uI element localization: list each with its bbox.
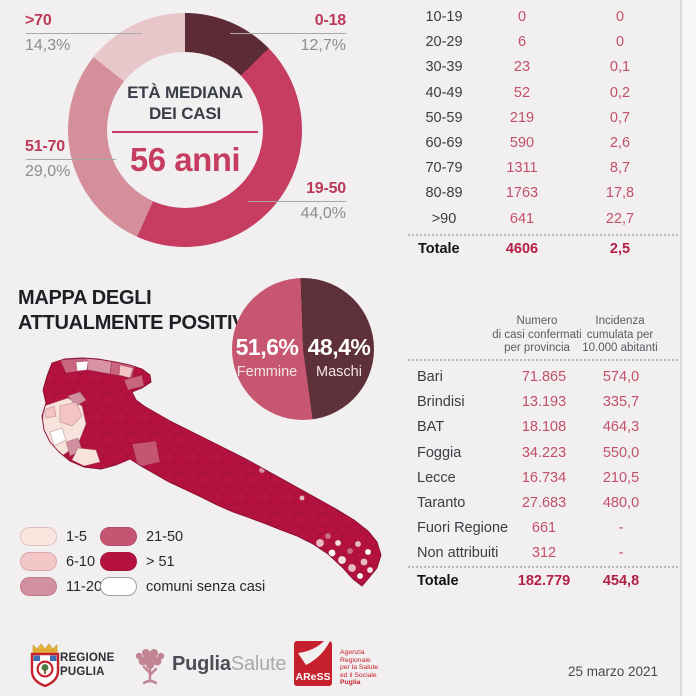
legend-swatch [20,527,57,546]
leader-line-19-50 [248,201,346,202]
gender-label-maschi: Maschi [316,364,362,380]
age-table-row: 40-49 52 0,2 [425,84,631,101]
donut-label-0-18: 0-18 [314,12,346,29]
gender-pct-femmine: 51,6% [235,334,299,360]
aress-logo-text: Agenzia Regionale per la Salute ed il So… [340,649,379,687]
puglia-map-svg [41,357,382,587]
map-legend: 1-5 6-10 11-20 21-50 > 51 comuni senza c… [20,524,265,599]
page-edge-strip [682,0,696,696]
donut-label-19-50: 19-50 [306,180,346,197]
donut-pct-51-70: 29,0% [25,163,71,180]
donut-label-51-70: 51-70 [25,138,65,155]
province-header-incidence: Incidenza cumulata per 10.000 abitanti [582,315,658,354]
legend-swatch [20,552,57,571]
age-table-row: 10-19 0 0 [425,9,625,25]
legend-item: > 51 [100,549,265,574]
province-header-separator [408,359,678,361]
age-table-separator [408,234,678,236]
gender-label-femmine: Femmine [236,364,298,380]
province-row: Bari 71.865 574,0 [417,369,640,385]
regione-puglia-logo-text: REGIONE PUGLIA [60,652,115,678]
province-row: Fuori Regione 661 - [417,520,624,537]
svg-text:AReSS: AReSS [295,671,330,683]
age-table-row: 30-39 23 0,1 [425,59,631,76]
donut-pct-19-50: 44,0% [300,205,346,222]
donut-label-over70: >70 [25,12,52,29]
province-table: Numero di casi confermati per provincia … [408,310,678,596]
age-donut-center: ETÀ MEDIANA DEI CASI 56 anni [107,52,263,208]
puglia-salute-logo-text: PugliaSalute [172,653,287,675]
province-row: Lecce 16.734 210,5 [417,469,640,486]
age-table-total-row: Totale 4606 2,5 [418,241,631,257]
donut-center-title: ETÀ MEDIANA DEI CASI [127,82,243,123]
age-table-row: >90 641 22,7 [431,210,635,227]
province-rows: Bari 71.865 574,0 Brindisi 13.193 335,7 … [412,365,674,567]
province-total-separator [408,566,678,568]
province-header-cases: Numero di casi confermati per provincia [492,315,582,354]
province-row: Non attribuiti 312 - [417,545,624,562]
map-title: MAPPA DEGLI ATTUALMENTE POSITIVI [18,287,251,334]
legend-item: comuni senza casi [100,574,265,599]
legend-item: 1-5 [20,524,100,549]
legend-swatch [20,577,57,596]
page-edge-divider [680,0,682,696]
gender-pct-maschi: 48,4% [307,334,371,360]
leader-line-0-18 [230,33,346,34]
donut-pct-over70: 14,3% [25,37,71,54]
legend-item: 6-10 [20,549,100,574]
legend-item: 11-20 [20,574,102,599]
report-date: 25 marzo 2021 [567,664,658,679]
donut-pct-0-18: 12,7% [300,37,346,54]
age-table: 10-19 0 0 20-29 6 0 30-39 23 0,1 40-49 5… [412,5,674,232]
age-table-row: 50-59 219 0,7 [425,109,631,126]
age-table-row: 20-29 6 0 [425,34,625,51]
aress-logo-icon: AReSS [294,641,332,686]
regione-puglia-crest-icon [28,641,62,688]
legend-swatch [100,577,137,596]
age-table-row: 80-89 1763 17,8 [425,185,635,202]
puglia-map [20,348,392,596]
gender-pie: 51,6% Femmine 48,4% Maschi [232,278,374,420]
province-total-row: Totale 182.779 454,8 [417,573,640,589]
legend-swatch [100,527,137,546]
province-row: Taranto 27.683 480,0 [417,494,640,511]
province-row: BAT 18.108 464,3 [417,419,640,436]
legend-item: 21-50 [100,524,265,549]
leader-line-over70 [26,33,142,34]
median-age-value: 56 anni [129,140,241,178]
leader-line-51-70 [26,159,116,160]
puglia-salute-tree-icon [130,645,170,687]
donut-divider [112,130,258,133]
legend-swatch [100,552,137,571]
province-row: Foggia 34.223 550,0 [417,444,640,461]
province-row: Brindisi 13.193 335,7 [417,394,640,411]
age-table-row: 60-69 590 2,6 [425,134,631,151]
age-table-row: 70-79 1311 8,7 [425,160,631,177]
